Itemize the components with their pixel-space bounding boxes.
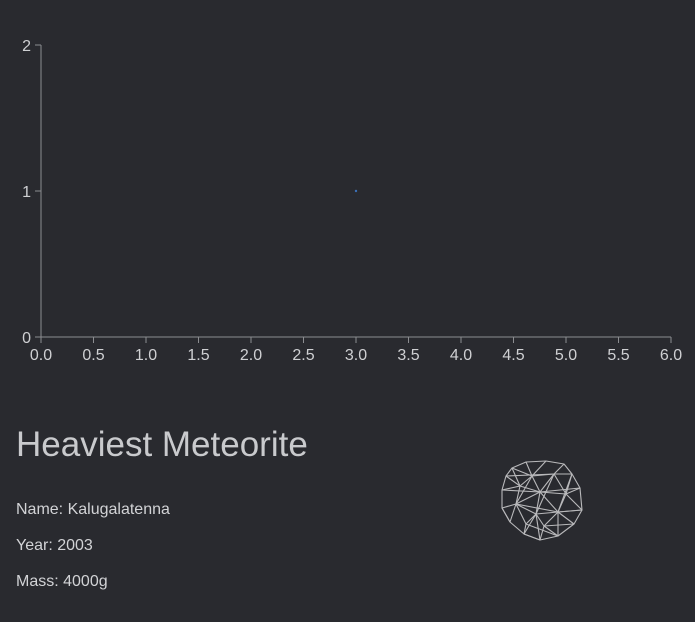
x-tick-label: 3.0 xyxy=(345,347,367,364)
y-tick-label: 0 xyxy=(22,330,31,347)
info-title: Heaviest Meteorite xyxy=(16,425,308,464)
data-point xyxy=(354,189,358,193)
meteorite-year: Year: 2003 xyxy=(16,537,93,554)
meteorite-info-panel: Heaviest Meteorite Name: Kalugalatenna Y… xyxy=(16,420,476,592)
x-tick-label: 0.5 xyxy=(82,347,104,364)
x-tick-label: 3.5 xyxy=(397,347,419,364)
x-tick-label: 0.0 xyxy=(30,347,52,364)
points-layer xyxy=(354,189,358,193)
x-tick-label: 1.5 xyxy=(187,347,209,364)
meteorite-name: Name: Kalugalatenna xyxy=(16,501,170,518)
axes-layer: 0.0 0.5 1.0 1.5 2.0 2.5 3.0 3.5 4.0 4.5 5.0 5.5 6.0 0… xyxy=(22,38,682,364)
x-tick-label: 6.0 xyxy=(660,347,682,364)
x-tick-label: 2.0 xyxy=(240,347,262,364)
x-tick-label: 5.5 xyxy=(607,347,629,364)
x-tick-label: 1.0 xyxy=(135,347,157,364)
y-tick-label: 1 xyxy=(22,184,31,201)
wireframe-rock-icon xyxy=(496,458,586,544)
y-tick-label: 2 xyxy=(22,38,31,55)
chart-svg: 0.0 0.5 1.0 1.5 2.0 2.5 3.0 3.5 4.0 4.5 5.0 5.5 6.0 0… xyxy=(22,38,682,364)
x-tick-label: 4.0 xyxy=(450,347,472,364)
x-tick-label: 5.0 xyxy=(555,347,577,364)
x-tick-label: 2.5 xyxy=(292,347,314,364)
scatter-chart: 0.0 0.5 1.0 1.5 2.0 2.5 3.0 3.5 4.0 4.5 5.0 5.5 6.0 0… xyxy=(22,38,682,364)
x-tick-label: 4.5 xyxy=(502,347,524,364)
meteorite-mass: Mass: 4000g xyxy=(16,573,108,590)
